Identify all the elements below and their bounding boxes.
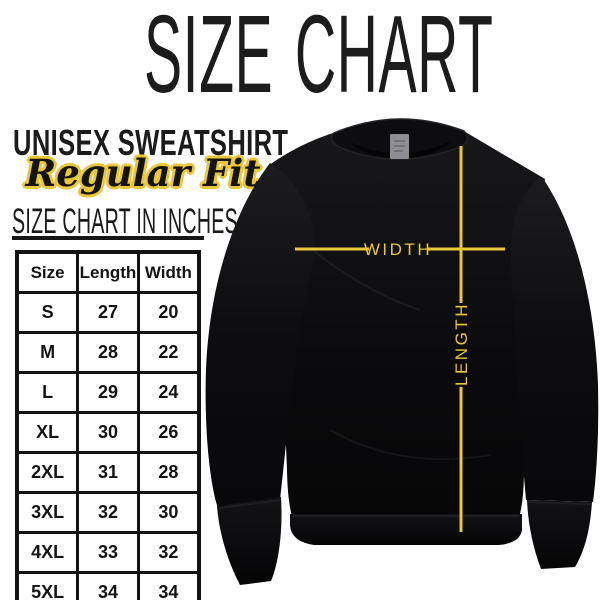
length-cell: 34 xyxy=(76,571,140,600)
table-header-row: Size Length Width xyxy=(15,250,201,294)
size-cell: 4XL xyxy=(15,531,80,574)
right-cuff xyxy=(527,500,592,569)
column-header-length: Length xyxy=(76,250,140,294)
size-cell: L xyxy=(15,371,80,414)
size-table: Size Length Width S 27 20 M 28 22 L 29 2… xyxy=(15,250,201,600)
width-cell: 34 xyxy=(136,571,201,600)
size-cell: XL xyxy=(15,411,80,454)
left-cuff xyxy=(217,497,282,585)
width-cell: 22 xyxy=(136,331,201,374)
width-cell: 24 xyxy=(136,371,201,414)
size-cell: M xyxy=(15,331,80,374)
width-cell: 20 xyxy=(136,291,201,334)
right-sleeve xyxy=(510,177,599,502)
measurement-annotations xyxy=(295,146,505,532)
table-heading: SIZE CHART IN INCHES xyxy=(12,202,238,241)
product-name: UNISEX SWEATSHIRT xyxy=(13,122,289,163)
sweatshirt-body xyxy=(268,120,545,544)
size-cell: 2XL xyxy=(15,451,80,494)
size-cell: S xyxy=(15,291,80,334)
width-cell: 26 xyxy=(136,411,201,454)
table-row: 3XL 32 30 xyxy=(15,491,201,534)
size-cell: 5XL xyxy=(15,571,80,600)
column-header-width: Width xyxy=(136,250,201,294)
table-row: 4XL 33 32 xyxy=(15,531,201,574)
fabric-fold xyxy=(329,429,491,461)
width-label: WIDTH xyxy=(364,240,432,259)
length-cell: 27 xyxy=(76,291,140,334)
length-cell: 30 xyxy=(76,411,140,454)
length-cell: 32 xyxy=(76,491,140,534)
table-row: L 29 24 xyxy=(15,371,201,414)
size-cell: 3XL xyxy=(15,491,80,534)
page-title: SIZE CHART xyxy=(144,0,494,116)
column-header-size: Size xyxy=(15,250,80,294)
cuff-seam xyxy=(527,501,591,505)
length-cell: 33 xyxy=(76,531,140,574)
collar-inner-shadow xyxy=(350,141,451,159)
hem-band xyxy=(290,514,522,545)
left-sleeve xyxy=(205,163,315,508)
width-cell: 30 xyxy=(136,491,201,534)
heading-underline xyxy=(12,236,204,240)
table-row: 2XL 31 28 xyxy=(15,451,201,494)
length-cell: 28 xyxy=(76,331,140,374)
table-row: S 27 20 xyxy=(15,291,201,334)
width-cell: 28 xyxy=(136,451,201,494)
sweatshirt-illustration: WIDTH LENGTH xyxy=(205,118,599,585)
table-row: XL 30 26 xyxy=(15,411,201,454)
table-row: M 28 22 xyxy=(15,331,201,374)
length-cell: 29 xyxy=(76,371,140,414)
length-label: LENGTH xyxy=(452,302,471,386)
fit-label: Regular Fit xyxy=(25,151,261,195)
cuff-seam xyxy=(218,499,281,509)
table-row: 5XL 34 34 xyxy=(15,571,201,600)
width-cell: 32 xyxy=(136,531,201,574)
length-cell: 31 xyxy=(76,451,140,494)
